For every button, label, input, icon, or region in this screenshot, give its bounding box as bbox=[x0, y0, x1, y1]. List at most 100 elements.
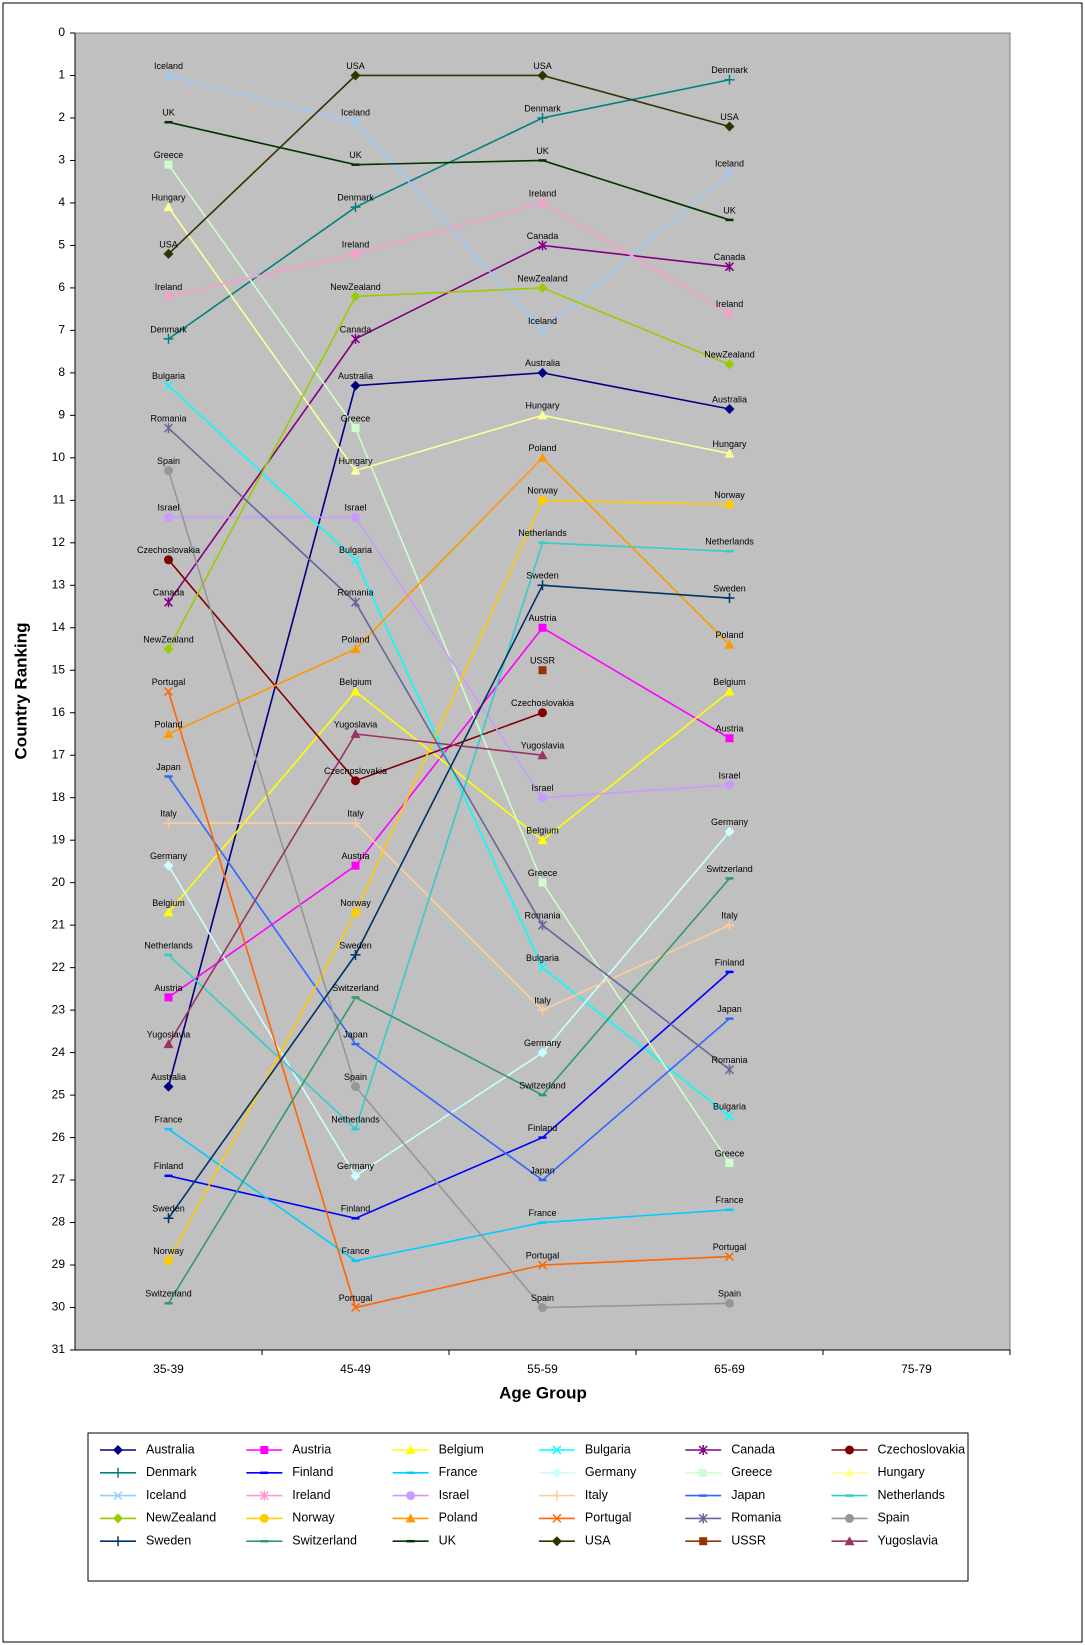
legend-label: Netherlands bbox=[878, 1488, 945, 1502]
marker bbox=[350, 949, 361, 960]
x-tick-label: 35-39 bbox=[153, 1362, 184, 1376]
marker bbox=[537, 282, 548, 293]
y-tick-label: 5 bbox=[58, 238, 65, 252]
data-label: Denmark bbox=[337, 193, 374, 203]
marker bbox=[537, 197, 548, 208]
marker bbox=[538, 708, 547, 718]
marker bbox=[164, 1256, 173, 1266]
data-label: Poland bbox=[154, 719, 182, 729]
marker bbox=[350, 117, 361, 127]
marker bbox=[163, 333, 174, 344]
data-label: France bbox=[715, 1195, 743, 1205]
marker bbox=[113, 1491, 123, 1501]
data-label: NewZealand bbox=[143, 634, 194, 644]
marker bbox=[350, 555, 361, 565]
data-label: Bulgaria bbox=[526, 953, 559, 963]
marker bbox=[163, 202, 174, 212]
series-line bbox=[168, 1128, 730, 1262]
marker bbox=[350, 818, 361, 829]
data-label: Australia bbox=[151, 1072, 186, 1082]
marker bbox=[259, 1513, 269, 1523]
data-label: Belgium bbox=[526, 826, 559, 836]
data-label: Canada bbox=[153, 588, 185, 598]
marker bbox=[163, 860, 174, 871]
marker bbox=[845, 1445, 854, 1455]
marker bbox=[351, 1082, 360, 1092]
data-label: Israel bbox=[344, 503, 366, 513]
y-tick-label: 6 bbox=[58, 280, 65, 294]
marker bbox=[537, 963, 548, 973]
marker bbox=[405, 1445, 416, 1454]
y-tick-label: 29 bbox=[52, 1257, 66, 1271]
marker bbox=[724, 359, 735, 370]
y-tick-label: 20 bbox=[52, 875, 66, 889]
y-tick-label: 18 bbox=[52, 790, 66, 804]
data-label: Australia bbox=[712, 394, 747, 404]
marker bbox=[163, 907, 174, 917]
series-line bbox=[168, 971, 731, 1220]
legend-label: Norway bbox=[292, 1511, 335, 1525]
marker bbox=[163, 1039, 174, 1049]
data-label: Poland bbox=[528, 443, 556, 453]
y-tick-label: 11 bbox=[53, 492, 66, 506]
data-label: Portugal bbox=[339, 1293, 373, 1303]
marker bbox=[551, 1536, 562, 1547]
marker bbox=[552, 1513, 562, 1523]
data-label: Belgium bbox=[339, 677, 372, 687]
data-label: Bulgaria bbox=[339, 545, 372, 555]
marker bbox=[724, 168, 735, 178]
marker bbox=[725, 780, 734, 790]
x-axis-title: Age Group bbox=[499, 1383, 587, 1402]
legend-label: Israel bbox=[439, 1488, 470, 1502]
data-label: Belgium bbox=[713, 677, 746, 687]
marker bbox=[537, 580, 548, 591]
marker bbox=[163, 597, 174, 608]
marker bbox=[552, 1445, 562, 1455]
data-label: Czechoslovakia bbox=[137, 545, 200, 555]
data-label: Japan bbox=[343, 1029, 368, 1039]
y-tick-label: 30 bbox=[52, 1300, 66, 1314]
marker bbox=[163, 70, 174, 81]
y-tick-label: 12 bbox=[52, 535, 66, 549]
y-tick-label: 8 bbox=[58, 365, 65, 379]
legend-label: Finland bbox=[292, 1465, 333, 1479]
data-label: Germany bbox=[524, 1038, 562, 1048]
marker bbox=[164, 512, 173, 522]
legend-label: USSR bbox=[731, 1533, 766, 1547]
data-label: Ireland bbox=[342, 239, 370, 249]
data-label: Hungary bbox=[151, 193, 186, 203]
data-label: Canada bbox=[527, 231, 559, 241]
series-line bbox=[167, 470, 730, 1309]
data-label: Austria bbox=[154, 983, 182, 993]
marker bbox=[725, 500, 734, 510]
data-label: Portugal bbox=[526, 1250, 560, 1260]
marker bbox=[163, 818, 174, 829]
y-tick-label: 9 bbox=[58, 408, 65, 422]
data-label: Czechoslovakia bbox=[511, 698, 574, 708]
series-line bbox=[167, 691, 730, 1309]
data-label: Romania bbox=[150, 413, 186, 423]
marker bbox=[724, 308, 735, 319]
data-label: Denmark bbox=[150, 324, 187, 334]
marker bbox=[537, 1047, 548, 1058]
data-label: Japan bbox=[156, 762, 181, 772]
data-label: Yugoslavia bbox=[334, 719, 378, 729]
marker bbox=[724, 639, 735, 649]
legend-label: UK bbox=[439, 1533, 457, 1547]
marker bbox=[350, 1170, 361, 1181]
legend-box bbox=[87, 1432, 969, 1582]
data-label: USA bbox=[720, 112, 739, 122]
legend-label: Germany bbox=[585, 1465, 637, 1479]
series-group: Australia Australia Australia Australia Aust… bbox=[137, 61, 755, 1313]
marker bbox=[350, 597, 361, 608]
marker bbox=[699, 1468, 708, 1477]
series-line bbox=[167, 877, 731, 1304]
marker bbox=[537, 112, 548, 123]
data-label: Poland bbox=[341, 634, 369, 644]
data-label: Japan bbox=[530, 1165, 555, 1175]
marker bbox=[259, 1490, 269, 1501]
marker bbox=[538, 623, 547, 632]
data-label: Czechoslovakia bbox=[324, 766, 387, 776]
data-label: UK bbox=[162, 108, 175, 118]
y-tick-label: 27 bbox=[52, 1172, 66, 1186]
